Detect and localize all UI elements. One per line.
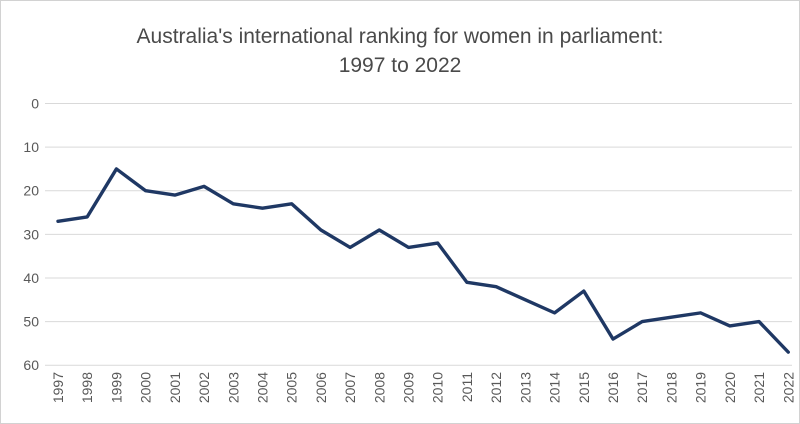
x-axis-tick-label: 2015 — [576, 372, 592, 403]
x-axis-tick-label: 2007 — [342, 372, 358, 403]
x-axis-tick-label: 2006 — [313, 372, 329, 403]
x-axis-tick-label: 2017 — [634, 372, 650, 403]
x-axis-tick-label: 2003 — [225, 372, 241, 403]
chart-title-line1: Australia's international ranking for wo… — [137, 25, 664, 48]
x-axis-tick-label: 2016 — [605, 372, 621, 403]
x-axis-tick-label: 2005 — [284, 372, 300, 403]
x-axis-tick-label: 2021 — [751, 372, 767, 403]
y-axis-tick-label: 20 — [23, 183, 39, 199]
x-axis-tick-label: 2014 — [547, 372, 563, 403]
x-axis-tick-label: 2002 — [196, 372, 212, 403]
x-axis-tick-label: 1998 — [79, 372, 95, 403]
x-axis-tick-label: 2013 — [517, 372, 533, 403]
y-axis-tick-label: 30 — [23, 226, 39, 242]
x-axis-tick-label: 2012 — [488, 372, 504, 403]
data-line — [56, 167, 790, 354]
x-axis-tick-label: 2004 — [254, 372, 270, 403]
x-axis-tick-label: 1997 — [50, 372, 66, 403]
x-axis-tick-label: 2018 — [663, 372, 679, 403]
x-axis-tick-label: 2000 — [138, 372, 154, 403]
x-axis-tick-label: 2020 — [722, 372, 738, 403]
gridlines — [45, 103, 792, 366]
x-axis-tick-label: 2010 — [430, 372, 446, 403]
y-axis-tick-label: 60 — [23, 357, 39, 373]
y-axis-tick-label: 50 — [23, 314, 39, 330]
chart-title-line2: 1997 to 2022 — [339, 54, 462, 77]
x-axis-tick-label: 2022 — [780, 372, 796, 403]
x-axis-labels: 1997 1998 1999 2000 2001 2002 2003 2004 2005 2006… — [50, 372, 796, 403]
x-axis-tick-label: 2009 — [401, 372, 417, 403]
y-axis-tick-label: 0 — [31, 96, 39, 112]
x-axis-tick-label: 2019 — [693, 372, 709, 403]
y-axis-tick-label: 10 — [23, 139, 39, 155]
x-axis-tick-label: 2008 — [371, 372, 387, 403]
y-axis-tick-label: 40 — [23, 270, 39, 286]
x-axis-tick-label: 2001 — [167, 372, 183, 403]
x-axis-tick-label: 2011 — [459, 372, 475, 402]
y-axis-labels: 0 10 20 30 40 50 60 — [23, 96, 39, 374]
x-axis-tick-label: 1999 — [108, 372, 124, 403]
